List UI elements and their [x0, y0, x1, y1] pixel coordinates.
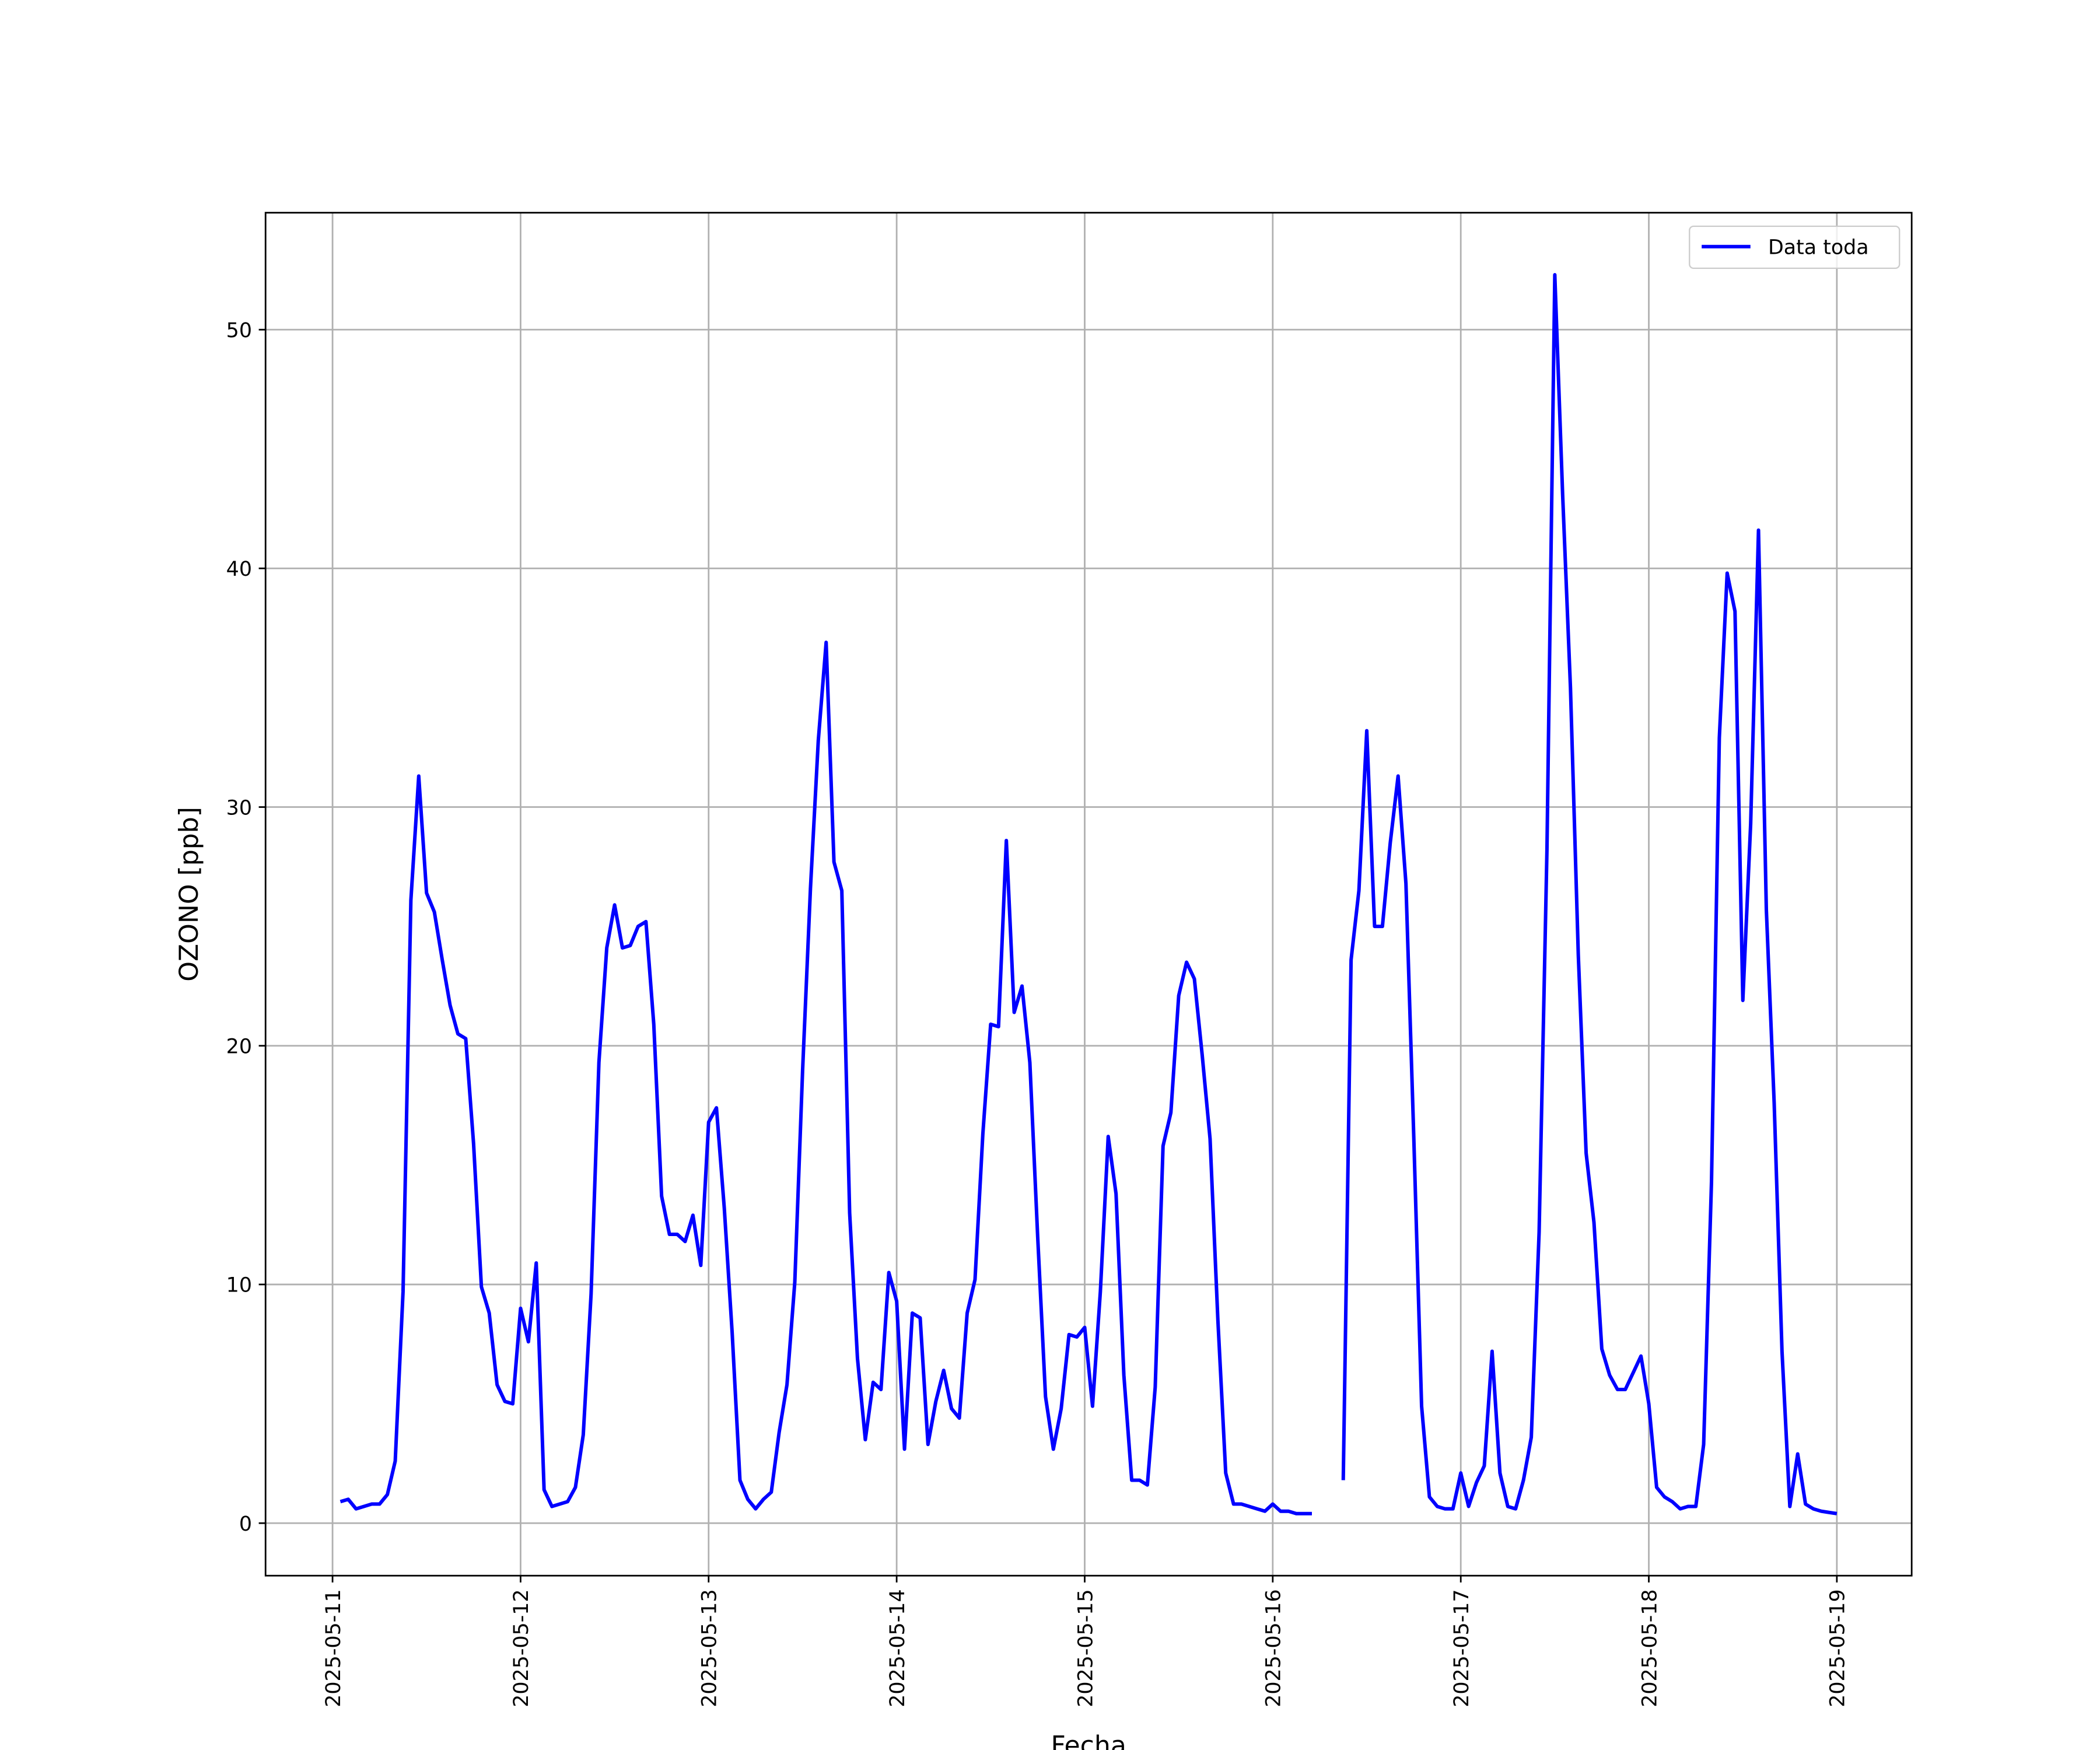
y-tick-label: 10	[226, 1274, 252, 1297]
plot-frame	[264, 212, 1913, 1577]
y-tick-label: 40	[226, 558, 252, 581]
x-axis-label: Fecha	[1051, 1731, 1126, 1750]
y-tick-label: 0	[239, 1513, 252, 1536]
x-tick-label: 2025-05-17	[1450, 1589, 1474, 1707]
y-tick-label: 20	[226, 1035, 252, 1059]
x-tick-label: 2025-05-14	[886, 1589, 909, 1707]
x-tick-label: 2025-05-18	[1638, 1589, 1661, 1707]
legend-box	[1689, 225, 1901, 270]
x-tick-label: 2025-05-13	[698, 1589, 722, 1707]
x-tick-label: 2025-05-11	[322, 1589, 345, 1707]
x-tick-label: 2025-05-19	[1826, 1589, 1850, 1707]
x-tick-label: 2025-05-16	[1262, 1589, 1286, 1707]
x-tick-label: 2025-05-15	[1074, 1589, 1097, 1707]
legend-label: Data toda	[1768, 236, 1869, 259]
y-tick-label: 50	[226, 319, 252, 342]
x-tick-label: 2025-05-12	[510, 1589, 533, 1707]
y-axis-label: OZONO [ppb]	[174, 807, 204, 982]
data-line	[340, 273, 1838, 1516]
y-tick-label: 30	[226, 796, 252, 820]
